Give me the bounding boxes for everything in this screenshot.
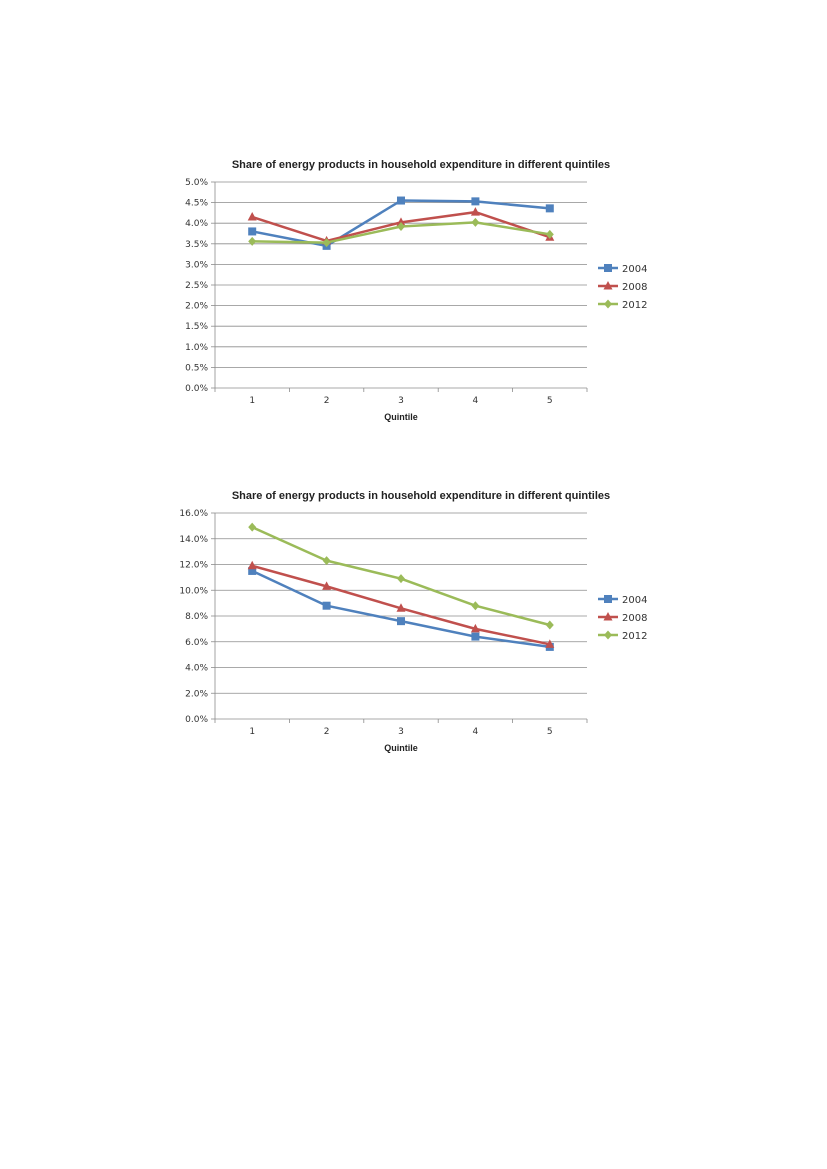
data-point: [248, 566, 257, 575]
y-tick-label: 6.0%: [185, 638, 208, 648]
data-point: [396, 217, 406, 226]
data-point: [471, 217, 480, 227]
data-point: [471, 632, 480, 641]
data-point: [397, 617, 405, 626]
legend-item: 2004: [598, 595, 647, 606]
y-tick-label: 5.0%: [185, 178, 208, 188]
data-point: [247, 212, 257, 221]
x-axis-title: Quintile: [384, 743, 418, 753]
legend-marker: [604, 264, 612, 272]
y-tick-label: 0.0%: [185, 715, 208, 725]
x-tick-label: 2: [324, 727, 330, 737]
data-point: [322, 601, 331, 610]
data-point: [397, 221, 405, 231]
data-point: [471, 601, 480, 611]
data-point: [248, 227, 257, 236]
legend-marker: [604, 595, 612, 603]
legend-label: 2008: [622, 282, 647, 293]
data-point: [470, 623, 480, 633]
y-tick-label: 4.0%: [185, 664, 208, 674]
y-tick-label: 16.0%: [179, 509, 208, 519]
legend-label: 2004: [622, 595, 647, 606]
x-tick-label: 5: [547, 727, 553, 737]
x-axis-title: Quintile: [384, 412, 418, 422]
data-point: [322, 556, 331, 566]
y-tick-label: 8.0%: [185, 612, 208, 622]
chart-svg: Share of energy products in household ex…: [179, 490, 647, 753]
y-tick-label: 3.0%: [185, 260, 208, 270]
data-point: [397, 574, 405, 584]
legend-item: 2008: [598, 612, 647, 624]
chart-svg: Share of energy products in household ex…: [185, 159, 647, 422]
data-point: [397, 196, 405, 205]
data-point: [322, 238, 331, 248]
legend-label: 2004: [622, 264, 647, 275]
x-tick-label: 4: [473, 727, 479, 737]
legend-marker: [604, 299, 612, 309]
data-point: [470, 207, 480, 216]
legend-item: 2012: [598, 299, 647, 311]
legend-marker: [604, 630, 612, 640]
y-tick-label: 14.0%: [179, 535, 208, 545]
x-tick-label: 5: [547, 396, 553, 406]
legend-label: 2008: [622, 613, 647, 624]
chart-title: Share of energy products in household ex…: [232, 490, 610, 502]
data-point: [545, 204, 554, 213]
series-2008: [247, 560, 555, 648]
y-tick-label: 0.0%: [185, 384, 208, 394]
data-point: [545, 229, 554, 239]
legend-item: 2004: [598, 264, 647, 275]
legend-item: 2008: [598, 281, 647, 293]
data-point: [396, 603, 406, 612]
energy-share-chart-2: Share of energy products in household ex…: [160, 483, 660, 783]
y-tick-label: 2.5%: [185, 281, 208, 291]
series-2012: [248, 217, 554, 248]
x-tick-label: 3: [398, 396, 404, 406]
x-tick-label: 1: [249, 396, 255, 406]
data-point: [545, 639, 555, 648]
data-point: [471, 197, 480, 206]
y-tick-label: 12.0%: [179, 561, 208, 571]
data-point: [248, 236, 257, 246]
y-tick-label: 2.0%: [185, 302, 208, 312]
y-tick-label: 4.0%: [185, 219, 208, 229]
legend-label: 2012: [622, 300, 647, 311]
y-tick-label: 2.0%: [185, 689, 208, 699]
series-2012: [248, 522, 554, 630]
data-point: [247, 560, 257, 570]
data-point: [248, 522, 257, 532]
legend-marker: [603, 281, 613, 290]
legend-marker: [603, 612, 613, 621]
x-tick-label: 2: [324, 396, 330, 406]
x-tick-label: 4: [473, 396, 479, 406]
x-tick-label: 3: [398, 727, 404, 737]
y-tick-label: 1.0%: [185, 343, 208, 353]
y-tick-label: 4.5%: [185, 199, 208, 209]
x-tick-label: 1: [249, 727, 255, 737]
chart-title: Share of energy products in household ex…: [232, 159, 610, 171]
data-point: [322, 581, 332, 590]
data-point: [545, 620, 554, 630]
energy-share-chart-1: Share of energy products in household ex…: [160, 152, 660, 452]
y-tick-label: 0.5%: [185, 363, 208, 373]
legend-item: 2012: [598, 630, 647, 642]
y-tick-label: 10.0%: [179, 586, 208, 596]
y-tick-label: 1.5%: [185, 322, 208, 332]
legend-label: 2012: [622, 631, 647, 642]
y-tick-label: 3.5%: [185, 240, 208, 250]
